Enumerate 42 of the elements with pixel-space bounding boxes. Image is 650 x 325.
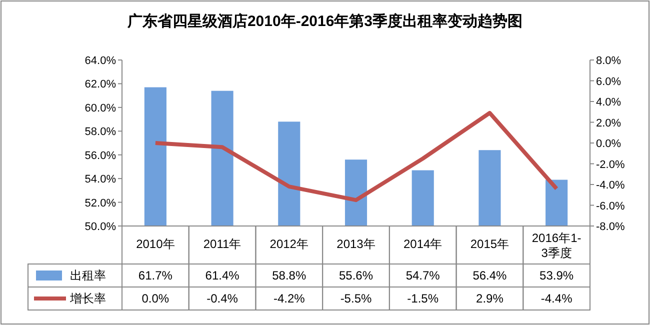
legend-label: 增长率 <box>69 292 106 306</box>
data-label: -0.4% <box>206 292 238 306</box>
y-tick-label: 64.0% <box>84 55 116 67</box>
x-tick-label: 2016年1-3季度 <box>532 231 582 260</box>
y-tick-label: 54.0% <box>84 174 116 186</box>
y2-tick-label: 6.0% <box>596 76 622 88</box>
x-tick-label: 2010年 <box>136 237 175 251</box>
data-label: 2.9% <box>476 292 504 306</box>
data-label: -1.5% <box>407 292 439 306</box>
data-label: 55.6% <box>338 268 374 282</box>
y-tick-label: 52.0% <box>84 197 116 210</box>
x-tick-label: 2013年 <box>336 237 376 251</box>
y2-tick-label: 8.0% <box>596 55 622 67</box>
y-tick-label: 58.0% <box>84 126 116 138</box>
x-tick-label: 2015年 <box>470 237 510 251</box>
chart-title: 广东省四星级酒店2010年-2016年第3季度出租率变动趋势图 <box>126 12 523 30</box>
data-label: 61.7% <box>138 268 173 282</box>
y-tick-label: 50.0% <box>84 221 116 233</box>
data-label: 0.0% <box>142 292 170 306</box>
y-tick-label: 56.0% <box>84 150 116 162</box>
y2-tick-label: -6.0% <box>596 200 625 212</box>
y2-tick-label: -4.0% <box>596 180 625 192</box>
data-label: -4.4% <box>540 292 573 306</box>
y-tick-label: 60.0% <box>84 102 116 114</box>
y-tick-label: 62.0% <box>84 78 116 91</box>
data-label: 54.7% <box>406 268 440 282</box>
data-label: -5.5% <box>340 292 372 306</box>
y2-tick-label: 2.0% <box>596 117 622 130</box>
data-label: -4.2% <box>273 292 306 306</box>
line-series <box>153 110 559 202</box>
data-label: 53.9% <box>540 268 574 282</box>
x-tick-label: 2011年 <box>203 237 242 251</box>
x-tick-label: 2014年 <box>404 237 442 251</box>
legend-label: 出租率 <box>70 268 106 282</box>
y2-tick-label: -8.0% <box>596 221 625 233</box>
data-label: 56.4% <box>472 268 508 282</box>
data-label: 58.8% <box>272 268 306 282</box>
y2-tick-label: 0.0% <box>596 138 622 150</box>
y2-tick-label: -2.0% <box>596 158 625 171</box>
x-tick-label: 2012年 <box>270 237 308 251</box>
y2-tick-label: 4.0% <box>596 96 622 108</box>
data-label: 61.4% <box>205 268 240 282</box>
